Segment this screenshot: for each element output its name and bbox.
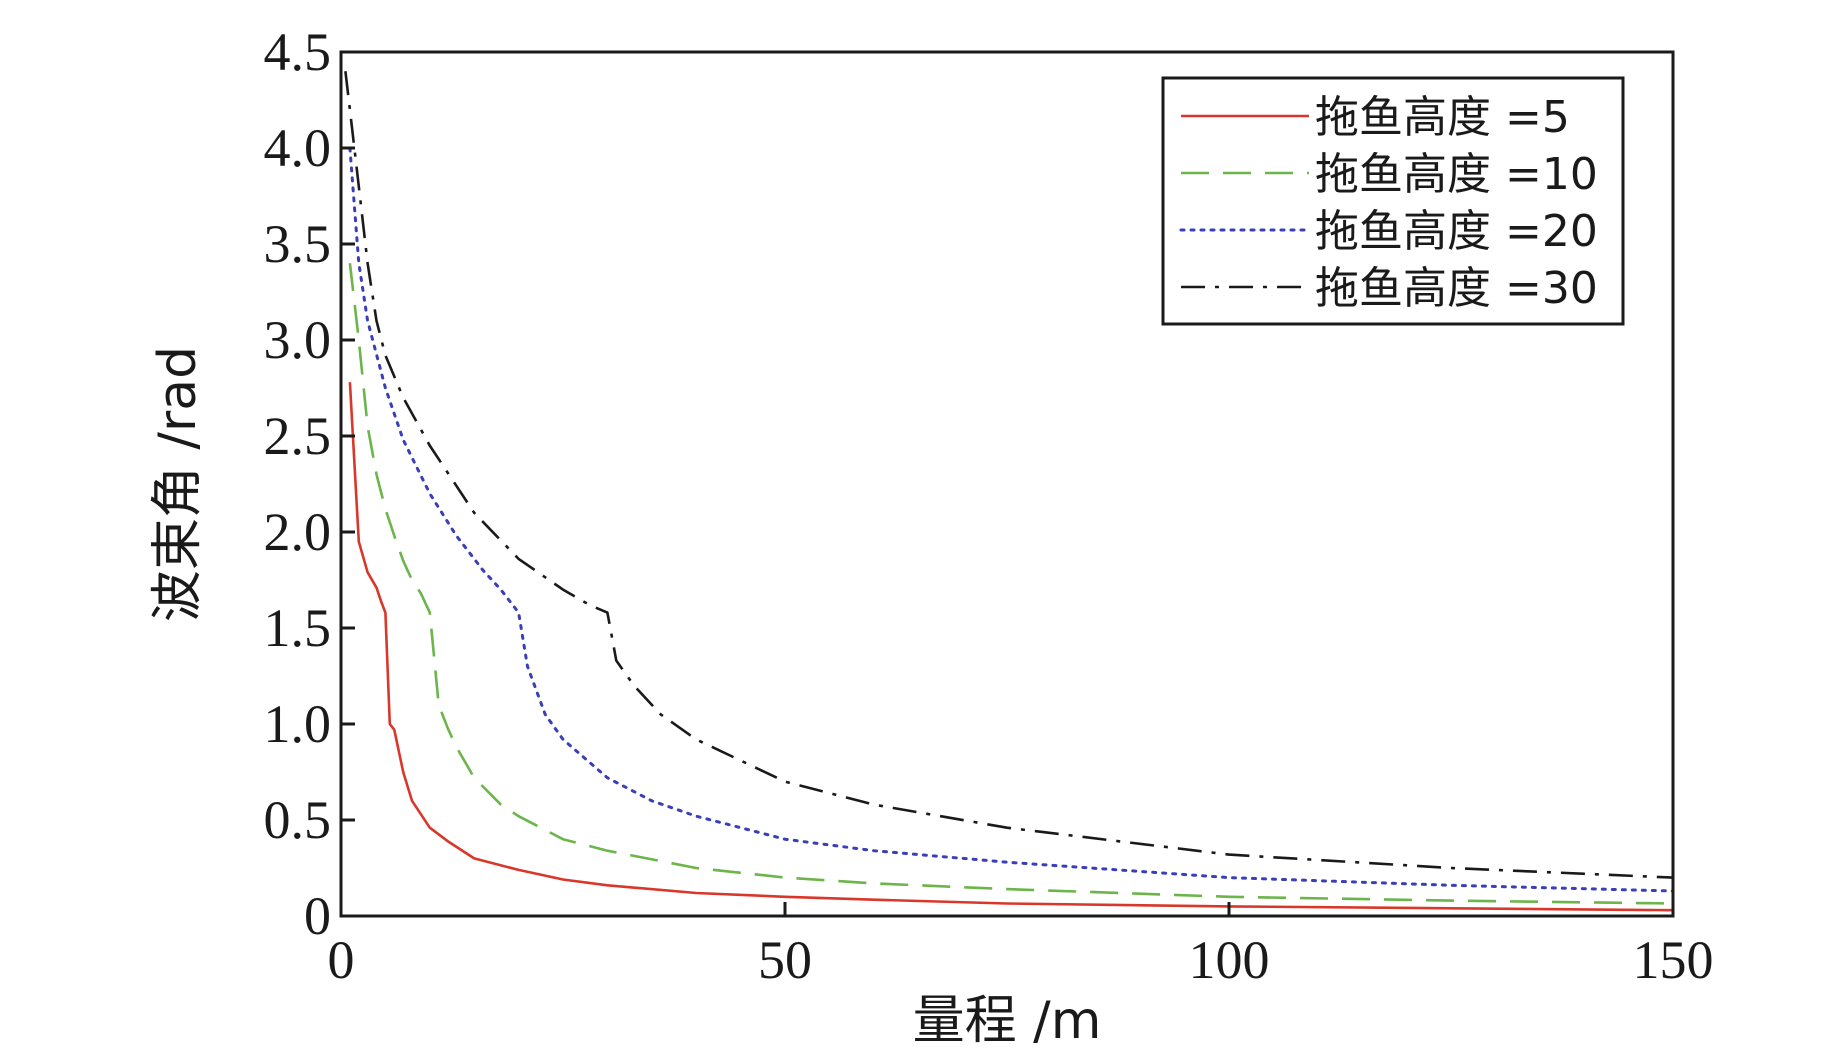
legend-box <box>1161 76 1625 326</box>
y-tick-label: 1.0 <box>264 694 332 754</box>
legend-label-3: 拖鱼高度 =20 <box>1315 206 1598 257</box>
y-tick-label: 4.0 <box>264 118 332 178</box>
y-tick-label: 1.5 <box>264 598 332 658</box>
x-axis-label: 量程 /m <box>913 991 1102 1051</box>
legend: 拖鱼高度 =5 拖鱼高度 =10 拖鱼高度 =20 拖鱼高度 =30 <box>1161 76 1625 326</box>
y-axis-label: 波束角 /rad <box>148 346 208 622</box>
legend-label-1: 拖鱼高度 =5 <box>1315 92 1570 143</box>
y-tick-label: 2.5 <box>264 406 332 466</box>
series-line-2 <box>348 263 1674 905</box>
y-tick-label: 4.5 <box>264 22 332 82</box>
y-tick-label: 3.0 <box>264 310 332 370</box>
series-line-1 <box>348 382 1674 912</box>
x-tick-label: 0 <box>328 930 355 990</box>
ticks-layer: 0 50 100 150 0 0.5 1.0 1.5 2.0 2.5 3.0 3.5 4.0 4.5 <box>264 22 1714 990</box>
legend-items: 拖鱼高度 =5 拖鱼高度 =10 拖鱼高度 =20 拖鱼高度 =30 <box>1179 92 1598 314</box>
plot-frame <box>339 50 1675 918</box>
y-tick-label: 3.5 <box>264 214 332 274</box>
y-tick-label: 0 <box>304 886 331 946</box>
y-tick-label: 2.0 <box>264 502 332 562</box>
x-tick-label: 50 <box>758 930 812 990</box>
x-tick-label: 100 <box>1189 930 1270 990</box>
series-layer <box>344 71 1675 912</box>
legend-label-4: 拖鱼高度 =30 <box>1315 263 1598 314</box>
x-tick-label: 150 <box>1633 930 1714 990</box>
legend-label-2: 拖鱼高度 =10 <box>1315 149 1598 200</box>
y-tick-label: 0.5 <box>264 790 332 850</box>
series-line-3 <box>348 146 1675 893</box>
